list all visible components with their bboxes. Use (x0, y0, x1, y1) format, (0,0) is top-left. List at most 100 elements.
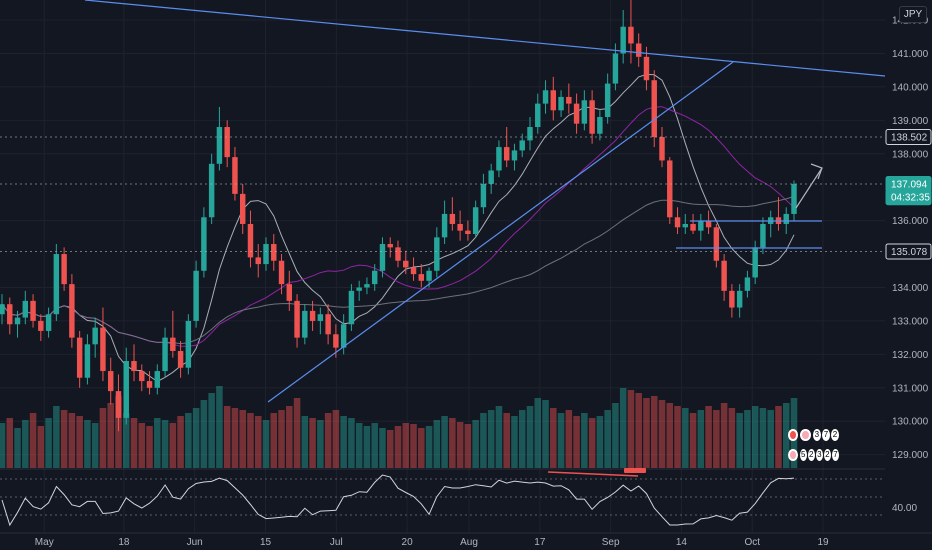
candle-body (22, 300, 29, 318)
candle-body (348, 290, 355, 325)
volume-bar (254, 416, 262, 468)
price-tick-label: 139.000 (892, 116, 929, 127)
volume-bar (169, 423, 177, 468)
volume-bar (309, 418, 316, 468)
volume-bar (6, 418, 14, 468)
candle-body (53, 254, 60, 315)
candle-body (100, 327, 106, 372)
volume-bar (441, 416, 448, 468)
candle-body (550, 90, 557, 111)
volume-bar (418, 428, 425, 468)
volume-bar (534, 398, 542, 468)
candle-body (519, 140, 525, 151)
candle-body (705, 220, 712, 228)
time-axis[interactable]: May 18 Jun 15 Jul 20 Aug 17 Sep 14 Oct 19 (0, 532, 932, 548)
volume-bar (107, 403, 114, 468)
candle-body (410, 267, 417, 275)
candle-body (356, 287, 362, 291)
volume-bar (247, 413, 254, 468)
axis-background (885, 0, 932, 550)
candle-body (612, 53, 619, 84)
volume-bar (60, 410, 68, 468)
volume-bar (122, 413, 130, 468)
candle-body (387, 244, 393, 248)
badge-number: 3 (815, 449, 823, 461)
candle-body (14, 317, 21, 325)
volume-bar (348, 418, 355, 468)
volume-bar (503, 413, 510, 468)
volume-bar (565, 410, 573, 468)
chart-grid (0, 0, 885, 533)
volume-bar (293, 398, 301, 468)
candle-body (177, 351, 184, 368)
price-tick-label: 130.000 (892, 417, 929, 428)
candle-body (472, 207, 479, 234)
candle-body (309, 310, 316, 321)
volume-bar (324, 413, 332, 468)
price-label-text: 137.094 (891, 180, 928, 191)
candle-body (193, 270, 199, 321)
candle-body (659, 137, 665, 161)
candle-body (760, 223, 766, 248)
currency-badge[interactable]: JPY (899, 6, 927, 23)
candle-body (635, 43, 642, 57)
volume-bar (526, 406, 534, 468)
candle-body (465, 230, 471, 234)
volume-bar (379, 428, 386, 468)
price-tick-label: 132.000 (892, 350, 929, 361)
candle-body (286, 284, 293, 301)
volume-bar (767, 410, 774, 468)
resistance-trendline (84, 0, 886, 77)
indicator-badges[interactable]: 3 7 2 5 2 3 2 7 (788, 426, 840, 464)
volume-bar (386, 430, 394, 468)
dot-icon (788, 449, 798, 461)
candle-body (247, 223, 254, 258)
candle-body (7, 304, 13, 325)
candle-body (271, 244, 277, 261)
price-label-text: 04:32:35 (891, 193, 930, 204)
badge-number: 2 (830, 429, 840, 441)
price-tick-label: 133.000 (892, 316, 929, 327)
volume-bar (394, 426, 402, 468)
candle-body (45, 314, 52, 331)
volume-bar (208, 393, 215, 468)
support-trendline (267, 61, 734, 403)
volume-bar (177, 416, 184, 468)
candle-body (201, 217, 207, 271)
volume-bar (340, 416, 347, 468)
volume-bar (115, 396, 122, 468)
time-tick-label: 18 (118, 537, 130, 548)
volume-bar (456, 422, 464, 468)
volume-bar (278, 410, 285, 468)
volume-bar (410, 424, 417, 468)
volume-bar (433, 420, 441, 468)
candle-body (379, 244, 386, 271)
price-tick-label: 141.000 (892, 49, 929, 60)
price-tick-label: 136.000 (892, 216, 929, 227)
time-tick-label: Jul (330, 537, 343, 548)
volume-bar (759, 408, 767, 468)
volume-bar (736, 413, 743, 468)
indicator-tick-label: 40.00 (892, 503, 917, 514)
candle-body (698, 220, 704, 231)
volume-bar (425, 426, 433, 468)
volume-bar (472, 420, 479, 468)
volume-bar (674, 406, 681, 468)
volume-bar (635, 393, 642, 468)
volume-bar (449, 418, 456, 468)
ma-long-line (1, 195, 795, 345)
candle-body (566, 96, 572, 104)
time-tick-label: Jun (187, 537, 203, 548)
candle-body (131, 361, 137, 372)
volume-bar (363, 426, 371, 468)
projection-arrow (795, 167, 823, 209)
time-tick-label: 17 (534, 537, 546, 548)
candle-body (527, 127, 533, 141)
volume-bar (643, 398, 650, 468)
volume-bar (37, 426, 45, 468)
candle-body (449, 213, 456, 224)
price-label-text: 135.078 (891, 247, 928, 258)
price-axis[interactable]: 142.000141.000140.000139.000138.000136.0… (885, 0, 932, 550)
candle-body (503, 147, 510, 161)
